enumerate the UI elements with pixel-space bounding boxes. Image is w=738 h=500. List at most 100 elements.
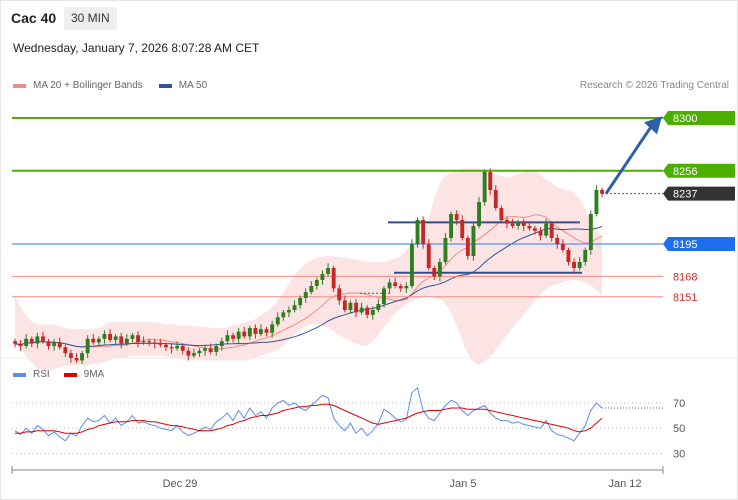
candle-body	[583, 250, 588, 262]
candle-body	[449, 214, 453, 238]
rsi-swatch	[13, 372, 26, 377]
candle-body	[96, 338, 101, 343]
candle-body	[203, 348, 207, 351]
candle-body	[298, 298, 303, 306]
level-label-8151: 8151	[673, 292, 697, 304]
candle-body	[275, 317, 280, 325]
candle-body	[309, 286, 314, 292]
candle-body	[527, 226, 532, 229]
candle-body	[342, 300, 347, 310]
candle-body	[63, 347, 68, 354]
candle-body	[147, 341, 152, 343]
candle-body	[80, 353, 84, 361]
rsi-ma-line	[15, 403, 603, 434]
candle-body	[292, 305, 297, 310]
candle-body	[320, 274, 325, 280]
candle-body	[415, 220, 420, 244]
projection-arrow-shaft	[604, 124, 654, 195]
candle-body	[192, 353, 196, 356]
candle-body	[119, 336, 124, 344]
candle-body	[533, 228, 537, 231]
candle-body	[505, 220, 509, 224]
candle-body	[270, 324, 275, 333]
candle-body	[482, 172, 487, 202]
legend-label: MA 50	[178, 80, 208, 91]
level-tag-8237	[663, 186, 735, 201]
candle-body	[560, 244, 565, 250]
candle-body	[158, 343, 163, 345]
candle-body	[287, 310, 291, 313]
level-label-8237: 8237	[673, 189, 697, 201]
level-tag-8300	[663, 111, 735, 125]
candle-body	[247, 328, 252, 337]
candle-body	[113, 336, 118, 340]
legend-item-rsi: RSI	[13, 369, 50, 380]
candle-body	[538, 230, 543, 236]
projection-arrow-head	[644, 116, 662, 135]
candle-body	[175, 346, 180, 349]
candle-body	[219, 341, 224, 346]
candle-body	[410, 244, 414, 286]
ma50-line	[14, 226, 603, 348]
bollinger-band-fill	[15, 168, 602, 370]
legend-item-ma20: MA 20 + Bollinger Bands	[13, 80, 143, 91]
chart-header: Cac 40 30 MIN	[0, 0, 738, 34]
candle-body	[225, 335, 230, 342]
candle-body	[398, 286, 403, 289]
candle-body	[426, 244, 431, 268]
candle-body	[387, 282, 392, 289]
ma20-line	[14, 214, 603, 350]
candle-body	[382, 288, 386, 304]
candle-body	[326, 268, 330, 274]
timeframe-button[interactable]: 30 MIN	[64, 7, 117, 30]
ma20-swatch	[13, 83, 26, 88]
candle-body	[488, 172, 493, 190]
candles-group	[13, 168, 604, 364]
rsi-tick-label: 70	[673, 398, 685, 410]
x-tick-label: Jan 5	[450, 478, 477, 490]
candle-body	[180, 346, 185, 351]
legend-item-ma50: MA 50	[158, 80, 208, 91]
legend-label: MA 20 + Bollinger Bands	[33, 80, 143, 91]
ma50-swatch	[158, 83, 172, 88]
candle-body	[600, 190, 604, 194]
candle-body	[354, 302, 358, 313]
candle-body	[259, 329, 263, 334]
candle-body	[348, 302, 353, 310]
candle-body	[331, 268, 336, 289]
legend-item-9ma: 9MA	[63, 369, 105, 380]
candle-body	[46, 341, 51, 346]
candle-body	[521, 222, 526, 226]
x-tick-label: Dec 29	[163, 478, 198, 490]
rsi-tick-label: 50	[673, 423, 685, 435]
candle-body	[57, 342, 62, 348]
candle-body	[186, 350, 191, 356]
candle-body	[242, 331, 247, 337]
candle-body	[130, 335, 135, 339]
candle-body	[376, 304, 381, 310]
level-tag-8256	[663, 163, 735, 178]
candle-body	[152, 342, 157, 344]
candle-body	[264, 329, 269, 333]
candle-body	[197, 350, 202, 354]
candle-body	[208, 348, 213, 352]
candle-body	[516, 222, 521, 226]
candle-body	[41, 336, 45, 342]
candle-body	[124, 338, 129, 344]
candle-body	[359, 307, 364, 313]
legend-label: 9MA	[83, 369, 105, 380]
rsi-legend: RSI 9MA	[13, 369, 118, 380]
ma9-swatch	[63, 372, 77, 377]
candle-body	[370, 310, 375, 315]
candle-body	[460, 220, 465, 238]
candle-body	[566, 250, 571, 262]
candle-body	[18, 343, 23, 346]
candle-body	[443, 238, 448, 262]
level-label-8300: 8300	[673, 113, 697, 125]
rsi-tick-label: 30	[673, 448, 685, 460]
candle-body	[588, 214, 593, 250]
rsi-line	[14, 386, 603, 442]
candle-body	[555, 238, 560, 244]
candle-body	[108, 334, 112, 340]
